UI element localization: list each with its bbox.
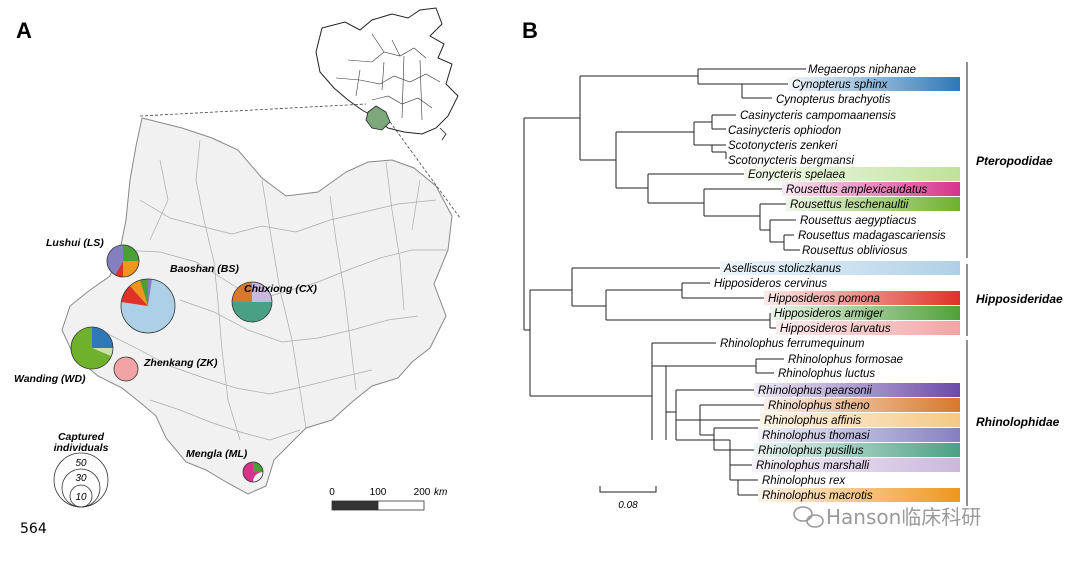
tree-scale-value: 0.08 (618, 500, 638, 511)
scale-unit: km (434, 487, 447, 498)
species-label: Rhinolophus formosae (788, 354, 903, 366)
legend-value-30: 30 (75, 473, 87, 484)
legend-value-50: 50 (75, 458, 87, 469)
species-label: Rhinolophus stheno (768, 400, 870, 412)
species-highlights (720, 77, 960, 502)
species-label: Rhinolophus macrotis (762, 490, 873, 502)
scale-tick-0: 0 (329, 487, 335, 498)
site-label-wanding: Wanding (WD) (14, 373, 86, 385)
species-label: Casinycteris ophiodon (728, 125, 841, 137)
species-label: Rhinolophus pearsonii (758, 385, 872, 397)
watermark-text: Hanson临床科研 (826, 505, 981, 529)
species-label: Rousettus amplexicaudatus (786, 184, 928, 196)
species-label: Casinycteris campomaanensis (740, 110, 896, 122)
species-label: Rousettus obliviosus (802, 245, 908, 257)
wechat-icon (793, 506, 824, 528)
scale-tick-200: 200 (414, 487, 431, 498)
species-label: Scotonycteris zenkeri (728, 140, 838, 152)
family-label-pteropodidae: Pteropodidae (976, 154, 1053, 168)
legend-value-10: 10 (75, 492, 87, 503)
site-label-mengla: Mengla (ML) (186, 448, 248, 460)
pie-wanding (70, 326, 114, 370)
site-label-lushui: Lushui (LS) (46, 237, 104, 249)
legend-title-line1: Captured (58, 431, 105, 443)
species-label: Cynopterus brachyotis (776, 94, 891, 106)
species-label: Rhinolophus marshalli (756, 460, 870, 472)
site-label-baoshan: Baoshan (BS) (170, 263, 239, 275)
watermark: Hanson临床科研 (793, 505, 981, 529)
species-label: Rhinolophus affinis (764, 415, 861, 427)
species-label: Eonycteris spelaea (748, 169, 845, 181)
species-label: Hipposideros larvatus (780, 323, 891, 335)
china-inset-map (315, 7, 459, 141)
species-label: Rhinolophus thomasi (762, 430, 870, 442)
line-number: 564 (20, 521, 47, 537)
species-label: Rhinolophus ferrumequinum (720, 338, 865, 350)
species-label: Hipposideros cervinus (714, 278, 827, 290)
family-label-rhinolophidae: Rhinolophidae (976, 415, 1060, 429)
species-label: Hipposideros pomona (768, 293, 880, 305)
species-label: Hipposideros armiger (774, 308, 884, 320)
site-label-zhenkang: Zhenkang (ZK) (143, 357, 218, 369)
pie-zhenkang (113, 356, 139, 382)
size-legend: Captured individuals 50 30 10 (54, 431, 109, 508)
tree-scale-bar: 0.08 (599, 486, 657, 511)
map-scale-bar: 0 100 200 km (329, 487, 447, 511)
legend-title-line2: individuals (54, 442, 109, 454)
species-label: Rhinolophus rex (762, 475, 846, 487)
species-label: Cynopterus sphinx (792, 79, 888, 91)
site-label-chuxiong: Chuxiong (CX) (244, 283, 317, 295)
panel-b-letter: B (522, 18, 538, 43)
scale-tick-100: 100 (370, 487, 387, 498)
phylogenetic-tree (523, 68, 806, 496)
species-label: Scotonycteris bergmansi (728, 155, 854, 167)
species-label: Rousettus aegyptiacus (800, 215, 917, 227)
pie-baoshan (120, 278, 176, 334)
species-label: Aselliscus stoliczkanus (723, 263, 841, 275)
panel-a-letter: A (16, 18, 32, 43)
species-label: Rousettus madagascariensis (798, 230, 946, 242)
species-labels: Megaerops niphanae Cynopterus sphinx Cyn… (714, 64, 946, 502)
pie-lushui (106, 244, 140, 278)
species-label: Rhinolophus pusillus (758, 445, 864, 457)
species-label: Megaerops niphanae (808, 64, 916, 76)
family-label-hipposideridae: Hipposideridae (976, 292, 1063, 306)
pie-chuxiong (231, 281, 273, 323)
yunnan-highlight (365, 105, 391, 131)
species-label: Rhinolophus luctus (778, 368, 875, 380)
pie-mengla (242, 461, 264, 483)
species-label: Rousettus leschenaultii (790, 199, 909, 211)
